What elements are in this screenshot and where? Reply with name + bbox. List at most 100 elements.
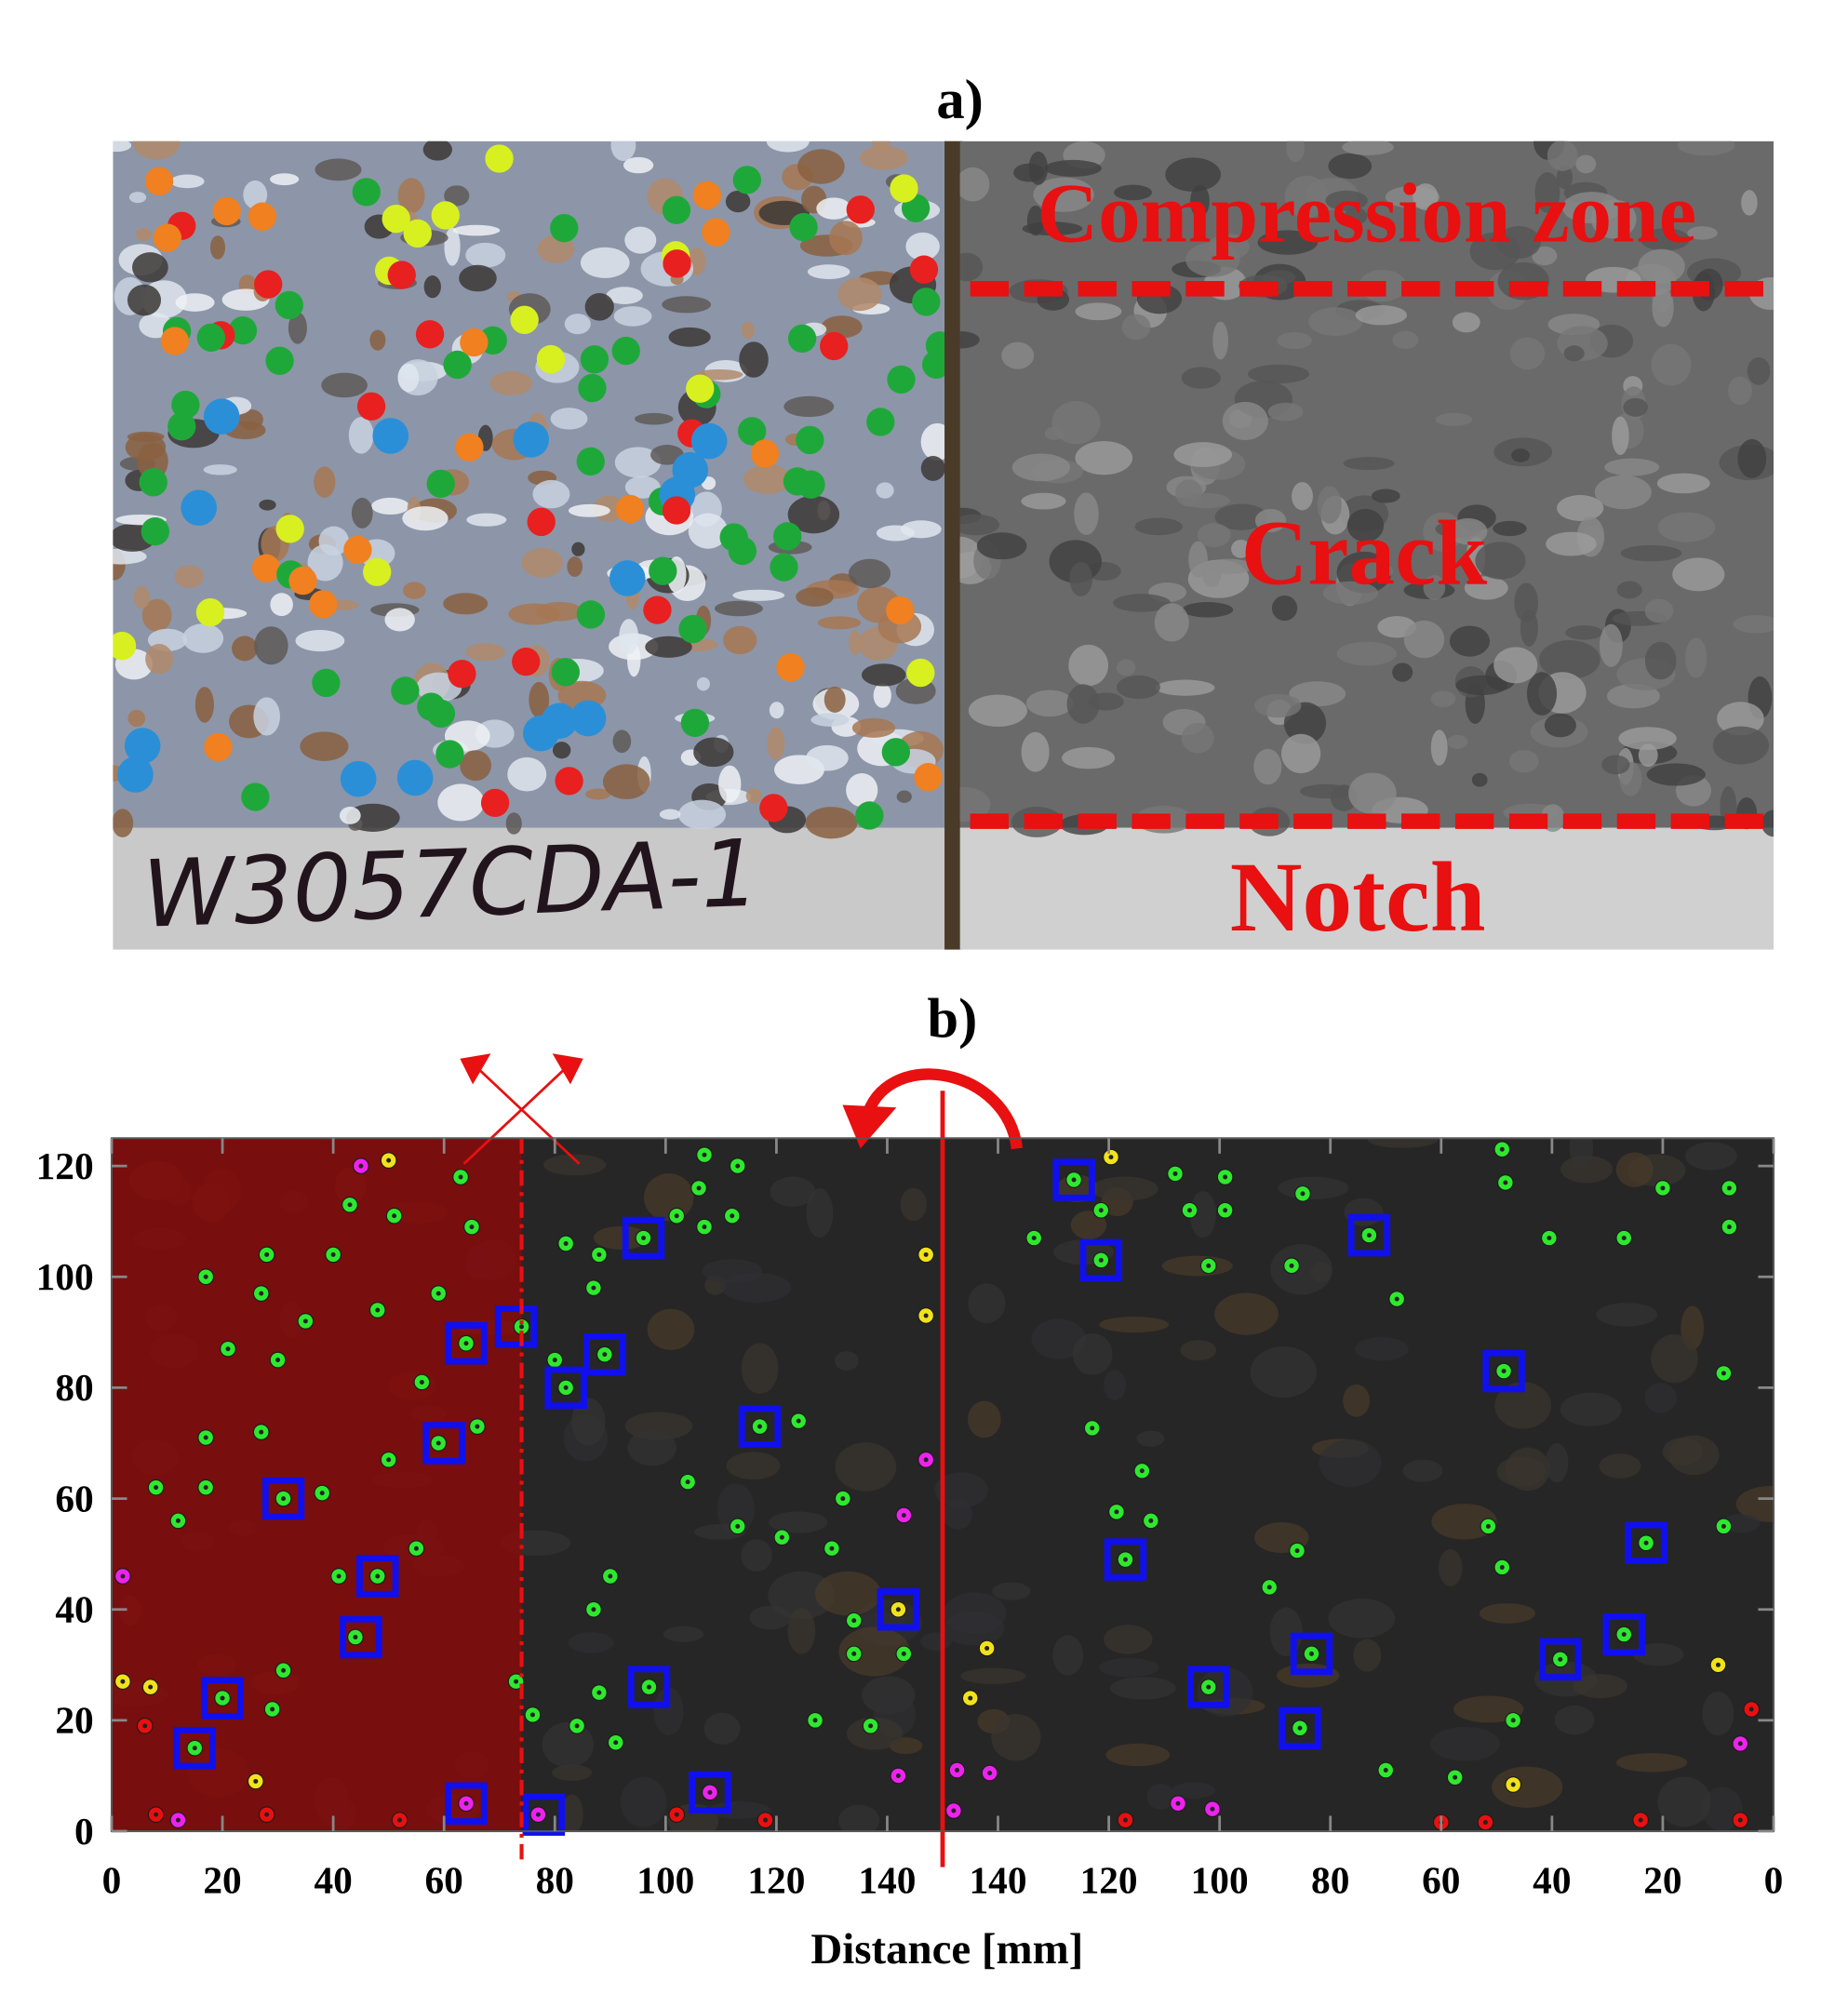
aggregate [1180,1340,1217,1361]
aggregate [532,479,570,509]
aggregate [1299,783,1353,799]
aggregate [1044,159,1102,177]
aggregate [1248,364,1310,384]
x-tick-label: 60 [1422,1858,1460,1901]
aggregate [602,764,650,800]
aggregate [1532,246,1558,266]
y-tick-label: 60 [55,1477,93,1519]
aggregate [1644,641,1677,680]
photo-marker [144,167,174,196]
aggregate [848,558,891,589]
photo-marker [719,523,748,552]
aggregate [1091,1176,1158,1201]
aggregate [1556,165,1573,190]
aggregate [647,1308,695,1350]
photo-marker [512,647,541,676]
aggregate [1289,681,1346,707]
aggregate [1565,625,1603,640]
aggregate [1728,376,1752,406]
aggregate [571,542,585,556]
point-center [895,1607,901,1612]
point-center [685,1479,690,1485]
photo-marker [692,181,722,210]
point-center [1223,1174,1228,1180]
aggregate [1563,345,1585,362]
point-center [1715,1662,1721,1667]
aggregate [1612,416,1629,456]
point-center [120,1573,126,1579]
square-marker [1279,1706,1321,1749]
aggregate [437,783,485,822]
aggregate [749,1605,792,1630]
aggregate [768,1571,836,1620]
aggregate [1539,640,1600,679]
aggregate [1560,1392,1622,1426]
aggregate [1319,1438,1382,1487]
aggregate [175,293,215,312]
aggregate [1545,1443,1569,1483]
aggregate [1173,442,1233,468]
aggregate [1403,620,1445,659]
aggregate [521,547,563,578]
aggregate [568,1632,614,1653]
photo-marker [513,421,550,458]
aggregate [702,1259,763,1284]
point-center [563,1385,569,1390]
point-center [1501,1369,1507,1374]
aggregate [959,331,980,349]
aggregate [1492,1766,1563,1808]
aggregate [741,321,755,340]
photo-marker [113,632,137,661]
square-marker [1482,1349,1525,1393]
aggregate [959,786,991,823]
aggregate [567,556,583,577]
point-center [641,1236,646,1241]
aggregate [1544,713,1576,738]
point-center [281,1667,287,1673]
photo-marker [773,522,802,551]
aggregate [862,663,906,687]
annotation: Crack [1241,503,1488,605]
photo-marker [906,658,935,688]
photo-marker [702,218,730,247]
photo-marker [426,469,455,499]
aggregate [1657,512,1716,542]
point-center [1098,1257,1104,1263]
aggregate [806,1188,834,1238]
aggregate [920,455,945,481]
aggregate [174,565,205,589]
photo-marker [750,439,780,468]
point-center [1737,1741,1743,1746]
photo-marker [171,390,200,420]
aggregate [1435,412,1473,426]
point-center [1748,1706,1754,1712]
aggregate [1618,727,1677,751]
aggregate [1615,1152,1654,1187]
photo-marker [203,398,240,435]
aggregate [1747,357,1771,385]
point-center [954,1768,959,1773]
photo-marker [248,202,277,231]
aggregate [1514,582,1539,622]
y-tick-label: 100 [36,1255,94,1298]
aggregate [1475,542,1526,580]
point-center [1071,1177,1077,1183]
point-center [148,1684,154,1690]
point-center [829,1545,835,1551]
aggregate [1652,288,1674,328]
aggregate [132,252,168,283]
aggregate [968,1400,1001,1438]
aggregate [1429,1726,1500,1761]
photo-marker [448,660,476,689]
aggregate [1356,562,1394,581]
square-marker [1187,1666,1230,1708]
photo-marker [578,373,607,403]
square-marker [422,1422,465,1465]
aggregate [1562,192,1622,224]
point-center [840,1496,846,1502]
photo-marker [363,557,392,586]
aggregate [1322,581,1379,605]
aggregate [707,1801,771,1819]
point-center [419,1379,424,1385]
x-tick-label: 20 [1643,1858,1681,1901]
